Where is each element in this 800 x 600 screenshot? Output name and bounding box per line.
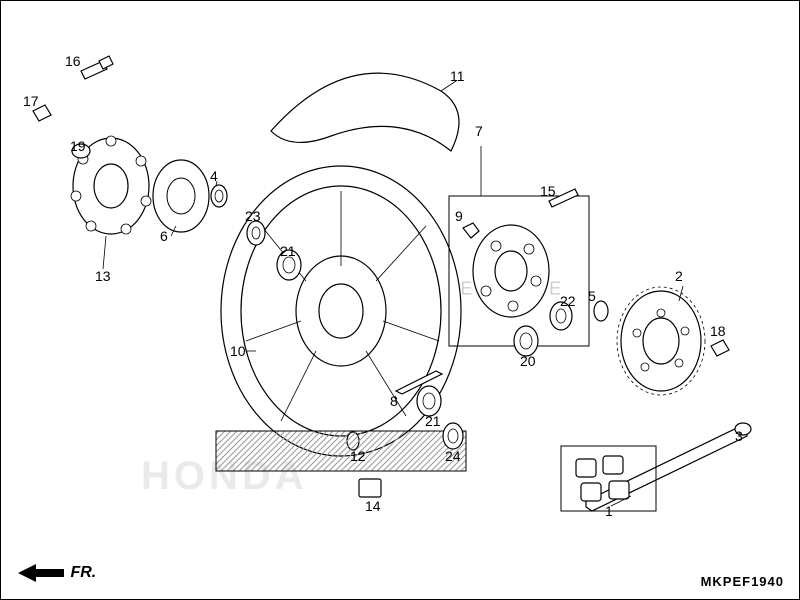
callout-14: 14 — [365, 498, 381, 514]
diagram-page: MOTORCYCLE SPARE PARTS HONDA — [0, 0, 800, 600]
diagram-code: MKPEF1940 — [701, 574, 784, 589]
callout-4: 4 — [210, 168, 218, 184]
callout-2: 2 — [675, 268, 683, 284]
callout-23: 23 — [245, 208, 261, 224]
exploded-view-svg — [1, 1, 800, 600]
callout-19: 19 — [70, 138, 86, 154]
callout-21: 21 — [280, 243, 296, 259]
callout-10: 10 — [230, 343, 246, 359]
callout-6: 6 — [160, 228, 168, 244]
front-label: FR. — [70, 564, 96, 581]
callout-22: 22 — [560, 293, 576, 309]
callout-16: 16 — [65, 53, 81, 69]
callout-5: 5 — [588, 288, 596, 304]
callout-21: 21 — [425, 413, 441, 429]
callout-20: 20 — [520, 353, 536, 369]
callout-8: 8 — [390, 393, 398, 409]
callout-24: 24 — [445, 448, 461, 464]
front-direction-indicator: FR. — [16, 562, 96, 584]
callout-7: 7 — [475, 123, 483, 139]
callout-3: 3 — [735, 428, 743, 444]
callout-17: 17 — [23, 93, 39, 109]
callout-12: 12 — [350, 448, 366, 464]
callout-18: 18 — [710, 323, 726, 339]
callout-13: 13 — [95, 268, 111, 284]
callout-15: 15 — [540, 183, 556, 199]
callout-9: 9 — [455, 208, 463, 224]
callout-11: 11 — [450, 68, 465, 84]
callout-1: 1 — [605, 503, 613, 519]
